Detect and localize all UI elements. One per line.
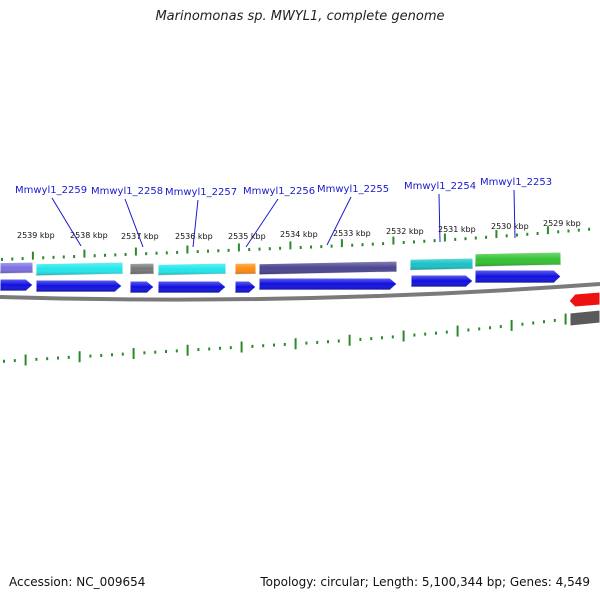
gene-leader-line [513, 189, 516, 239]
topology-text: Topology: circular; Length: 5,100,344 bp… [260, 575, 590, 589]
inner-tick-ring [3, 313, 599, 366]
gene-label[interactable]: Mmwyl1_2256 [243, 186, 315, 197]
gene-labels: Mmwyl1_2259 Mmwyl1_2258 Mmwyl1_2257 Mmwyl1_… [15, 177, 552, 198]
gene-label[interactable]: Mmwyl1_2253 [480, 177, 552, 188]
feature-shading [475, 252, 561, 267]
map-title: Marinomonas sp. MWYL1, complete genome [155, 9, 445, 24]
cds-shading [411, 275, 473, 287]
reverse-track [568, 291, 600, 327]
kbp-label: 2534 kbp [280, 230, 318, 239]
feature-shading [0, 262, 33, 274]
cds-shading [475, 270, 561, 283]
outer-tick-ring [1, 226, 591, 261]
kbp-labels: 2539 kbp 2538 kbp 2537 kbp 2536 kbp 2535 kbp… [17, 219, 581, 241]
cds-track [0, 269, 562, 294]
label-leaders [51, 189, 516, 248]
gene-leader-line [438, 193, 441, 243]
gene-leader-line [124, 198, 144, 248]
gene-label[interactable]: Mmwyl1_2257 [165, 187, 237, 198]
feature-shading [158, 263, 226, 276]
kbp-label: 2537 kbp [121, 232, 159, 241]
feature-shading [235, 263, 256, 275]
gene-label[interactable]: Mmwyl1_2254 [404, 181, 476, 192]
gene-leader-line [51, 197, 82, 247]
genome-backbone [0, 282, 600, 302]
feature-shading [130, 263, 154, 275]
cds-shading [36, 280, 122, 292]
kbp-label: 2539 kbp [17, 231, 55, 240]
gene-label[interactable]: Mmwyl1_2258 [91, 186, 163, 197]
gene-leader-line [245, 198, 279, 248]
kbp-label: 2536 kbp [175, 232, 213, 241]
cds-shading [259, 278, 397, 290]
accession-text: Accession: NC_009654 [9, 575, 146, 589]
cds-shading [0, 279, 33, 291]
reverse-cds-arrow [568, 291, 600, 308]
kbp-label: 2532 kbp [386, 227, 424, 236]
kbp-label: 2531 kbp [438, 225, 476, 234]
feature-shading [259, 261, 397, 275]
cds-shading [158, 281, 226, 293]
kbp-label: 2533 kbp [333, 229, 371, 238]
feature-shading [36, 262, 123, 276]
reverse-feature-box [569, 309, 600, 327]
backbone-arc [0, 282, 600, 302]
kbp-label: 2535 kbp [228, 232, 266, 241]
gene-leader-line [326, 196, 352, 246]
kbp-label: 2538 kbp [70, 231, 108, 240]
feature-track [0, 251, 562, 277]
cds-shading [130, 281, 154, 293]
kbp-label: 2530 kbp [491, 222, 529, 231]
gene-label[interactable]: Mmwyl1_2259 [15, 185, 87, 196]
cds-shading [235, 281, 256, 293]
kbp-label: 2529 kbp [543, 219, 581, 228]
gene-label[interactable]: Mmwyl1_2255 [317, 184, 389, 195]
gene-leader-line [192, 199, 199, 248]
feature-shading [410, 258, 473, 271]
